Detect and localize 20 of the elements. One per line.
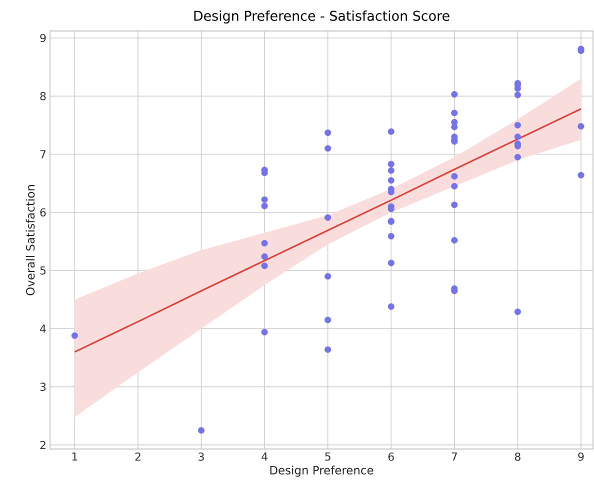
x-tick-label: 6 [388, 452, 394, 461]
x-tick-label: 1 [72, 452, 78, 461]
x-tick-label: 8 [514, 452, 520, 461]
y-tick-label: 6 [40, 208, 46, 217]
y-tick-label: 7 [40, 150, 46, 158]
x-tick-label: 9 [578, 452, 584, 461]
y-tick-label: 9 [40, 34, 46, 42]
x-axis-title: Design Preference [270, 466, 374, 477]
y-tick-label: 2 [40, 440, 46, 449]
x-tick-label: 4 [262, 452, 268, 461]
x-tick-label: 7 [452, 452, 457, 461]
y-tick-label: 4 [40, 324, 46, 333]
y-tick-label: 3 [40, 382, 46, 391]
y-axis-title: Overall Satisfaction [26, 185, 35, 296]
y-tick-label: 5 [40, 266, 46, 275]
x-tick-label: 5 [325, 452, 330, 461]
x-tick-label: 2 [135, 452, 140, 461]
x-tick-label: 3 [198, 452, 204, 461]
y-tick-label: 8 [40, 92, 46, 100]
chart-title: Design Preference - Satisfaction Score [194, 10, 450, 24]
